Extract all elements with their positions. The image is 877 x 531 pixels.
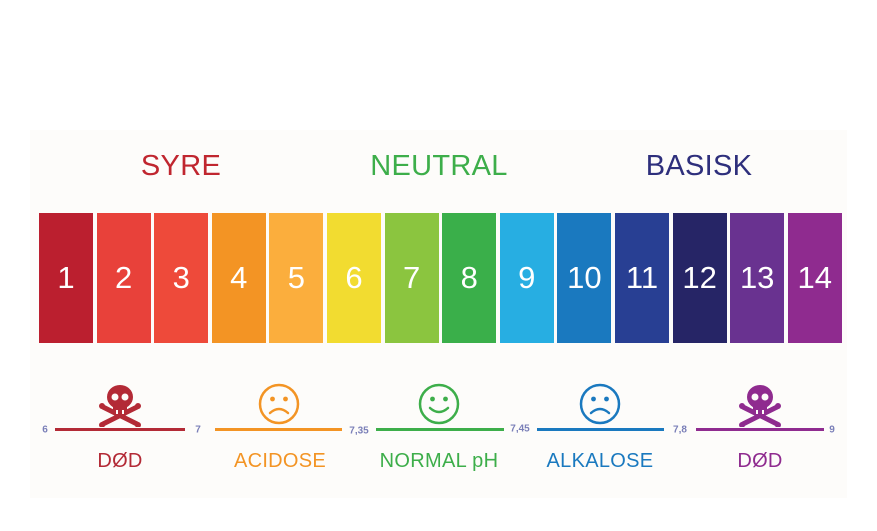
ph-cell-12: 12 (672, 213, 727, 343)
boundary-7-45: 7,45 (510, 423, 530, 435)
boundary-9: 9 (829, 424, 835, 436)
ph-cell-14: 14 (787, 213, 842, 343)
range-label-alkalose: ALKALOSE (546, 450, 654, 472)
range-line-alkalose (537, 428, 664, 431)
ph-cell-2: 2 (96, 213, 151, 343)
boundary-7-8: 7,8 (673, 424, 687, 436)
ph-cell-10: 10 (557, 213, 612, 343)
boundary-7: 7 (195, 424, 201, 436)
boundary-6: 6 (42, 424, 48, 436)
sad-face-icon (577, 381, 623, 427)
skull-crossbones-icon (737, 381, 783, 428)
category-basisk: BASISK (645, 150, 753, 182)
boundary-7-35: 7,35 (349, 425, 369, 437)
ph-cell-11: 11 (615, 213, 669, 343)
category-neutral: NEUTRAL (370, 150, 508, 182)
ph-cell-4: 4 (211, 213, 266, 343)
range-line-dod-acid (55, 428, 185, 431)
ph-cell-1: 1 (39, 213, 93, 343)
range-label-dod-base: DØD (737, 450, 783, 472)
ph-cell-5: 5 (269, 213, 324, 343)
range-label-normal: NORMAL pH (379, 450, 499, 472)
ph-cell-8: 8 (442, 213, 497, 343)
ph-cell-3: 3 (154, 213, 209, 343)
ph-cell-6: 6 (327, 213, 381, 343)
ph-cell-13: 13 (730, 213, 785, 343)
ph-cell-7: 7 (384, 213, 439, 343)
skull-crossbones-icon (97, 381, 143, 428)
category-syre: SYRE (140, 150, 222, 182)
range-line-acidose (215, 428, 342, 431)
ph-cell-9: 9 (499, 213, 554, 343)
range-line-normal (376, 428, 504, 431)
smile-face-icon (416, 381, 462, 427)
range-label-acidose: ACIDOSE (233, 450, 327, 472)
range-label-dod-acid: DØD (97, 450, 143, 472)
range-line-dod-base (696, 428, 824, 431)
sad-face-icon (256, 381, 302, 427)
